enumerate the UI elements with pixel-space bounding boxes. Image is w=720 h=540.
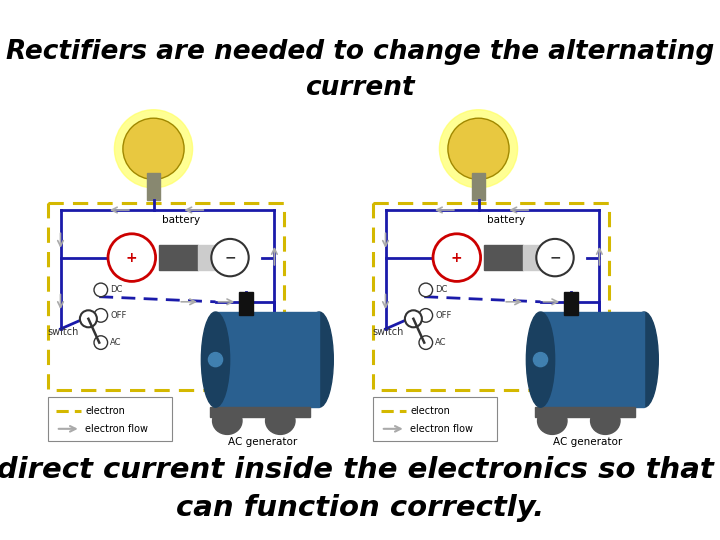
Circle shape [433, 234, 481, 281]
Bar [564, 292, 578, 315]
Circle shape [534, 353, 548, 367]
Text: OFF: OFF [435, 311, 451, 320]
Text: electron flow: electron flow [85, 424, 148, 434]
Text: electron: electron [410, 406, 450, 416]
Bar [147, 173, 161, 200]
Bar [472, 173, 485, 200]
Bar [48, 203, 284, 390]
Circle shape [208, 353, 222, 367]
Text: battery: battery [162, 215, 200, 225]
Ellipse shape [266, 407, 295, 434]
Ellipse shape [305, 312, 333, 407]
Text: switch: switch [48, 327, 79, 338]
Bar [158, 245, 198, 271]
Bar [523, 245, 549, 271]
Text: +: + [451, 251, 463, 265]
FancyBboxPatch shape [48, 397, 172, 441]
Text: DC: DC [435, 286, 447, 294]
Text: AC generator: AC generator [228, 437, 297, 447]
Text: −: − [549, 251, 561, 265]
Text: AC: AC [110, 338, 122, 347]
Text: Rectifiers are needed to change the alternating: Rectifiers are needed to change the alte… [6, 39, 714, 65]
Text: switch: switch [373, 327, 404, 338]
Ellipse shape [212, 407, 242, 434]
Bar [535, 407, 635, 417]
Text: electron: electron [85, 406, 125, 416]
Text: DC: DC [110, 286, 122, 294]
Circle shape [94, 308, 107, 322]
Circle shape [80, 310, 97, 327]
Text: electron flow: electron flow [410, 424, 473, 434]
Bar [373, 203, 608, 390]
Text: +: + [126, 251, 138, 265]
Circle shape [536, 239, 574, 276]
Circle shape [114, 110, 193, 188]
Circle shape [405, 310, 422, 327]
Circle shape [439, 110, 518, 188]
Bar [210, 407, 310, 417]
Bar [541, 312, 644, 407]
Text: can function correctly.: can function correctly. [176, 494, 544, 522]
Text: −: − [224, 251, 236, 265]
Bar [198, 245, 224, 271]
Circle shape [419, 308, 433, 322]
Text: AC: AC [435, 338, 446, 347]
Text: OFF: OFF [110, 311, 127, 320]
Ellipse shape [590, 407, 620, 434]
Bar [215, 312, 319, 407]
Ellipse shape [526, 312, 554, 407]
Circle shape [123, 118, 184, 179]
Circle shape [419, 283, 433, 296]
Bar [239, 292, 253, 315]
Circle shape [108, 234, 156, 281]
Circle shape [211, 239, 248, 276]
Circle shape [419, 336, 433, 349]
FancyBboxPatch shape [373, 397, 497, 441]
Circle shape [448, 118, 509, 179]
Bar [484, 245, 523, 271]
Text: current: current [305, 75, 415, 101]
Ellipse shape [538, 407, 567, 434]
Text: battery: battery [487, 215, 526, 225]
Circle shape [94, 336, 107, 349]
Ellipse shape [202, 312, 230, 407]
Ellipse shape [630, 312, 658, 407]
Text: AC generator: AC generator [553, 437, 622, 447]
Circle shape [94, 283, 107, 296]
Text: into direct current inside the electronics so that they: into direct current inside the electroni… [0, 456, 720, 484]
